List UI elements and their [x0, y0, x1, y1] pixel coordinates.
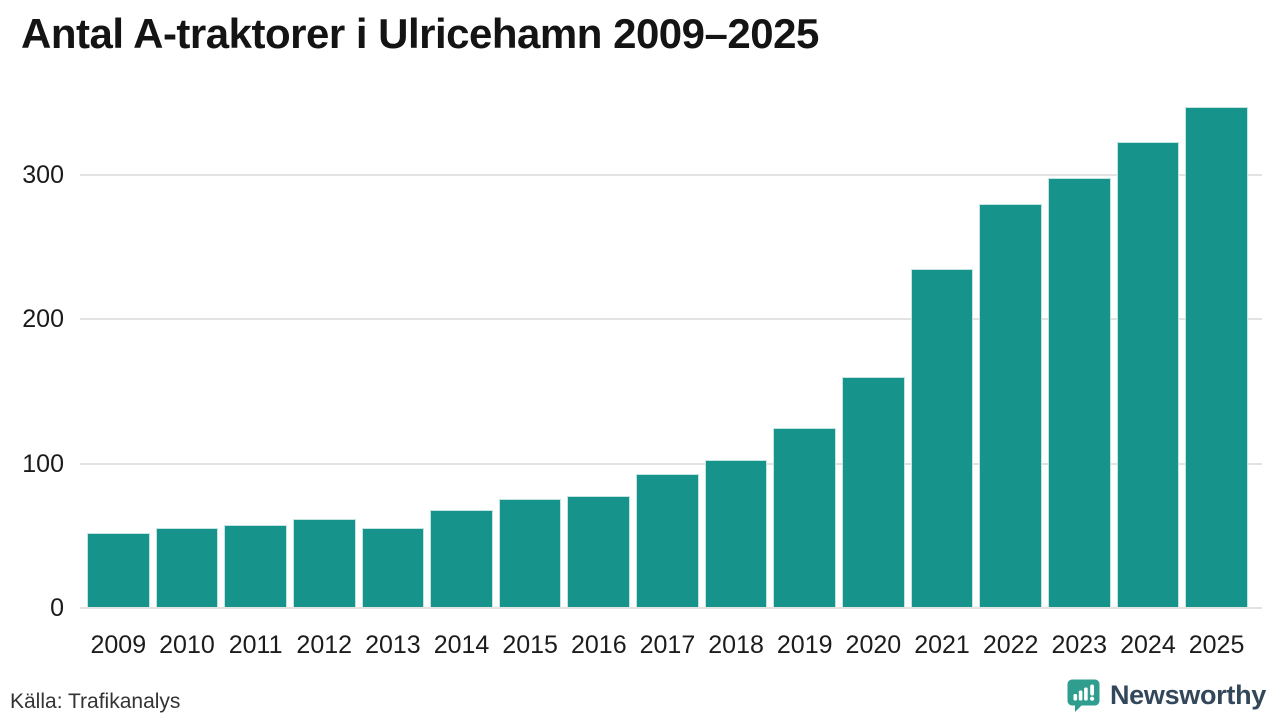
- bar-2025: [1185, 107, 1248, 607]
- bar-series: [87, 88, 1248, 607]
- bar-2024: [1116, 141, 1180, 607]
- y-tick-label-300: 300: [22, 160, 64, 189]
- x-tick-label-2023: 2023: [1051, 631, 1108, 659]
- gridline-100: [80, 462, 1262, 465]
- bar-2009: [87, 533, 150, 607]
- bar-2019: [773, 427, 837, 607]
- newsworthy-logo-icon: [1065, 677, 1102, 714]
- y-tick-label-0: 0: [50, 594, 64, 622]
- x-tick-label-2011: 2011: [228, 631, 283, 659]
- bar-2022: [979, 204, 1042, 607]
- y-tick-label-200: 200: [22, 305, 64, 334]
- x-tick-label-2012: 2012: [296, 631, 353, 659]
- bar-2014: [430, 510, 493, 607]
- bar-2011: [224, 524, 287, 607]
- bar-2013: [361, 527, 425, 607]
- x-tick-label-2010: 2010: [159, 631, 215, 659]
- bar-2016: [567, 495, 631, 607]
- bar-2012: [292, 518, 356, 607]
- x-tick-label-2009: 2009: [90, 631, 147, 659]
- x-tick-label-2017: 2017: [639, 631, 696, 659]
- plot-area: [80, 88, 1262, 609]
- x-tick-label-2022: 2022: [982, 631, 1039, 659]
- x-tick-label-2016: 2016: [570, 631, 627, 659]
- bar-2015: [498, 498, 562, 607]
- chart-title: Antal A-traktorer i Ulricehamn 2009–2025: [21, 10, 819, 57]
- bar-2017: [636, 474, 699, 607]
- y-axis-labels: 0 100 200 300: [0, 88, 70, 622]
- bar-2018: [704, 459, 768, 607]
- source-note: Källa: Trafikanalys: [10, 690, 181, 713]
- gridline-200: [80, 318, 1262, 321]
- gridline-300: [80, 173, 1262, 176]
- bar-2021: [910, 269, 974, 607]
- x-tick-label-2013: 2013: [365, 631, 421, 659]
- x-tick-label-2025: 2025: [1188, 631, 1245, 659]
- brand-name: Newsworthy: [1109, 680, 1266, 710]
- x-tick-label-2015: 2015: [502, 631, 558, 659]
- bar-2023: [1047, 178, 1111, 607]
- x-tick-label-2018: 2018: [708, 631, 764, 659]
- brand-footer: Newsworthy: [1065, 677, 1266, 714]
- bar-2020: [842, 377, 905, 607]
- x-tick-label-2019: 2019: [776, 631, 833, 659]
- x-tick-label-2014: 2014: [433, 631, 490, 659]
- gridline-0: [80, 607, 1262, 609]
- x-tick-label-2021: 2021: [914, 631, 970, 659]
- x-tick-label-2024: 2024: [1120, 631, 1176, 659]
- y-tick-label-100: 100: [22, 449, 64, 478]
- bar-2010: [155, 527, 219, 607]
- x-tick-label-2020: 2020: [845, 631, 902, 659]
- x-axis-labels: 2009 2010 2011 2012 2013 2014 2015 2016 2017 2018…: [87, 628, 1248, 662]
